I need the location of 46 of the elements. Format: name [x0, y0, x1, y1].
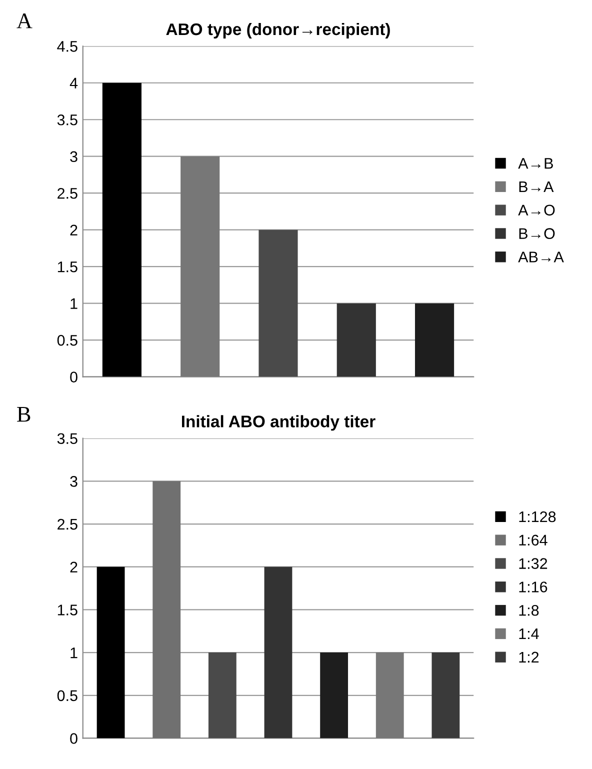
legend-label: 1:16 — [519, 582, 548, 592]
y-tick-label: 3.5 — [57, 114, 78, 126]
y-tick-label: 0 — [70, 733, 78, 744]
y-tick-label: 0 — [70, 372, 78, 382]
y-tick-label: 2 — [70, 562, 78, 572]
legend-label: 1:8 — [519, 604, 539, 616]
bar — [264, 566, 292, 738]
bar — [432, 652, 460, 738]
chart-title: Initial ABO antibody titer — [182, 415, 376, 431]
bar — [376, 652, 404, 738]
legend-label: 1:64 — [519, 534, 548, 546]
legend-label: 1:4 — [519, 628, 539, 640]
legend-label: B→A — [519, 182, 554, 192]
y-tick-label: 3 — [70, 476, 78, 487]
legend-label: 1:32 — [519, 558, 548, 569]
y-tick-label: 1 — [70, 298, 78, 309]
bar — [414, 303, 454, 377]
bar — [336, 303, 376, 377]
bar — [96, 566, 125, 738]
y-tick-label: 2 — [70, 224, 78, 236]
legend-label: B→O — [519, 228, 555, 239]
bar — [180, 156, 220, 377]
text: A — [16, 14, 32, 28]
y-tick-label: 3 — [70, 151, 78, 162]
bar — [152, 481, 181, 738]
legend-label: A→B — [518, 158, 553, 169]
y-tick-label: 1.5 — [58, 604, 78, 616]
legend-label: A→O — [518, 204, 555, 216]
chart-title: ABO type (donor→recipient) — [166, 22, 390, 38]
y-tick-label: 2.5 — [58, 188, 78, 199]
legend-label: AB→A — [518, 252, 564, 262]
text: B — [17, 407, 30, 422]
bar — [102, 82, 142, 377]
y-tick-label: 2.5 — [58, 518, 78, 530]
y-tick-label: 0.5 — [57, 334, 78, 346]
y-tick-label: 4.5 — [57, 41, 78, 52]
bar — [320, 652, 348, 738]
y-tick-label: 0.5 — [57, 690, 78, 702]
legend-label: 1:128 — [519, 511, 556, 522]
bar — [208, 652, 236, 738]
y-tick-label: 3.5 — [57, 433, 78, 444]
y-tick-label: 4 — [70, 78, 78, 88]
legend-label: 1:2 — [519, 652, 539, 662]
y-tick-label: 1 — [70, 648, 78, 658]
y-tick-label: 1.5 — [58, 262, 78, 272]
bar — [258, 230, 298, 377]
